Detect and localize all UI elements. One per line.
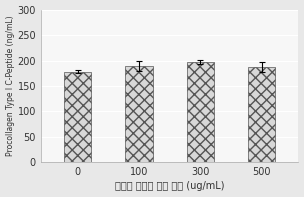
X-axis label: 한련화 주출물 처리 농도 (ug/mL): 한련화 주출물 처리 농도 (ug/mL) (115, 181, 224, 191)
Bar (64, 72, 92, 162)
Bar (186, 62, 214, 162)
Bar (125, 66, 153, 162)
Bar (248, 67, 275, 162)
Y-axis label: Procollagen Type I C-Peptide (ng/mL): Procollagen Type I C-Peptide (ng/mL) (5, 16, 15, 156)
